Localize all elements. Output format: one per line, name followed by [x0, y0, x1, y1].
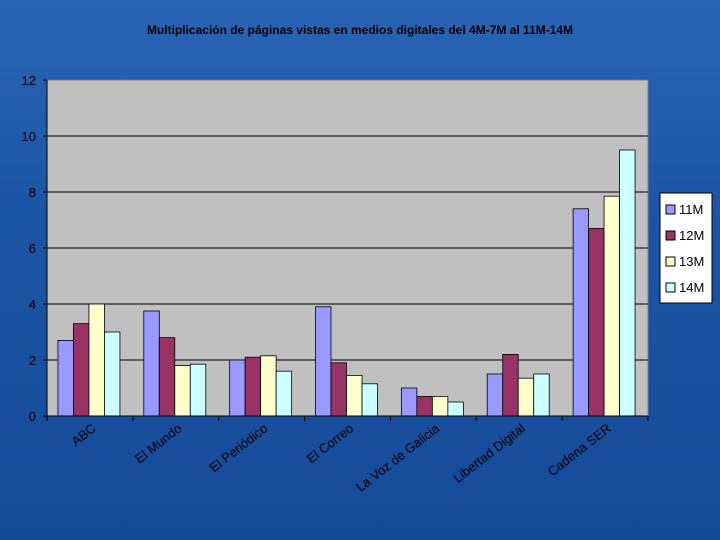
- bar-13m-5: [517, 377, 535, 417]
- bar-13m-3: [346, 374, 363, 417]
- bar-11m-5: [486, 373, 504, 417]
- bar-13m-4: [431, 395, 449, 417]
- bar-13m-0: [88, 303, 105, 417]
- legend-swatch-13m: [665, 256, 676, 267]
- bar-11m-6: [572, 208, 589, 417]
- legend-swatch-12m: [665, 230, 676, 241]
- legend-label: 12M: [679, 228, 704, 243]
- bar-12m-1: [158, 337, 176, 417]
- y-tick-label: 2: [29, 353, 36, 368]
- bar-14m-3: [361, 383, 378, 417]
- x-tick-label: El Mundo: [132, 421, 185, 467]
- bar-12m-2: [244, 356, 262, 417]
- y-tick-label: 10: [22, 129, 36, 144]
- x-tick-label: ABC: [68, 421, 98, 449]
- bar-12m-5: [502, 353, 519, 417]
- chart-title: Multiplicación de páginas vistas en medi…: [147, 23, 573, 37]
- x-tick-label: La Voz de Galicia: [353, 420, 443, 495]
- bar-13m-6: [603, 195, 620, 417]
- bar-11m-1: [143, 310, 160, 417]
- x-tick-label: Libertad Digital: [450, 420, 528, 485]
- bar-12m-3: [330, 362, 347, 417]
- x-tick-label: El Correo: [304, 421, 357, 467]
- legend: 11M 12M 13M 14M: [659, 192, 713, 304]
- legend-swatch-11m: [665, 204, 676, 215]
- bar-11m-2: [229, 359, 246, 417]
- bar-13m-1: [174, 365, 191, 417]
- bar-13m-2: [260, 355, 277, 417]
- bar-14m-4: [447, 401, 464, 417]
- bar-12m-0: [73, 323, 90, 417]
- bar-11m-0: [57, 339, 74, 417]
- bar-14m-5: [533, 373, 550, 417]
- bar-14m-2: [275, 370, 293, 417]
- plot-area: 0 2 4 6 8 10 12 ABC El Mundo El Periódico El Corre…: [22, 73, 649, 495]
- y-tick-label: 6: [29, 241, 36, 256]
- legend-label: 13M: [679, 254, 704, 269]
- x-tick-label: Cadena SER: [545, 421, 614, 480]
- x-tick-label: El Periódico: [206, 421, 270, 476]
- bar-12m-4: [416, 395, 433, 417]
- bar-14m-0: [104, 331, 121, 417]
- legend-swatch-14m: [665, 282, 676, 293]
- legend-label: 11M: [679, 202, 703, 217]
- bar-12m-6: [588, 227, 605, 417]
- bar-11m-4: [400, 387, 418, 417]
- bar-11m-3: [315, 306, 332, 417]
- y-tick-label: 4: [29, 297, 36, 312]
- bar-14m-1: [189, 363, 207, 417]
- y-tick-label: 0: [29, 409, 36, 424]
- y-tick-label: 8: [29, 185, 36, 200]
- legend-label: 14M: [679, 280, 704, 295]
- bar-14m-6: [619, 149, 636, 417]
- y-tick-label: 12: [22, 73, 36, 88]
